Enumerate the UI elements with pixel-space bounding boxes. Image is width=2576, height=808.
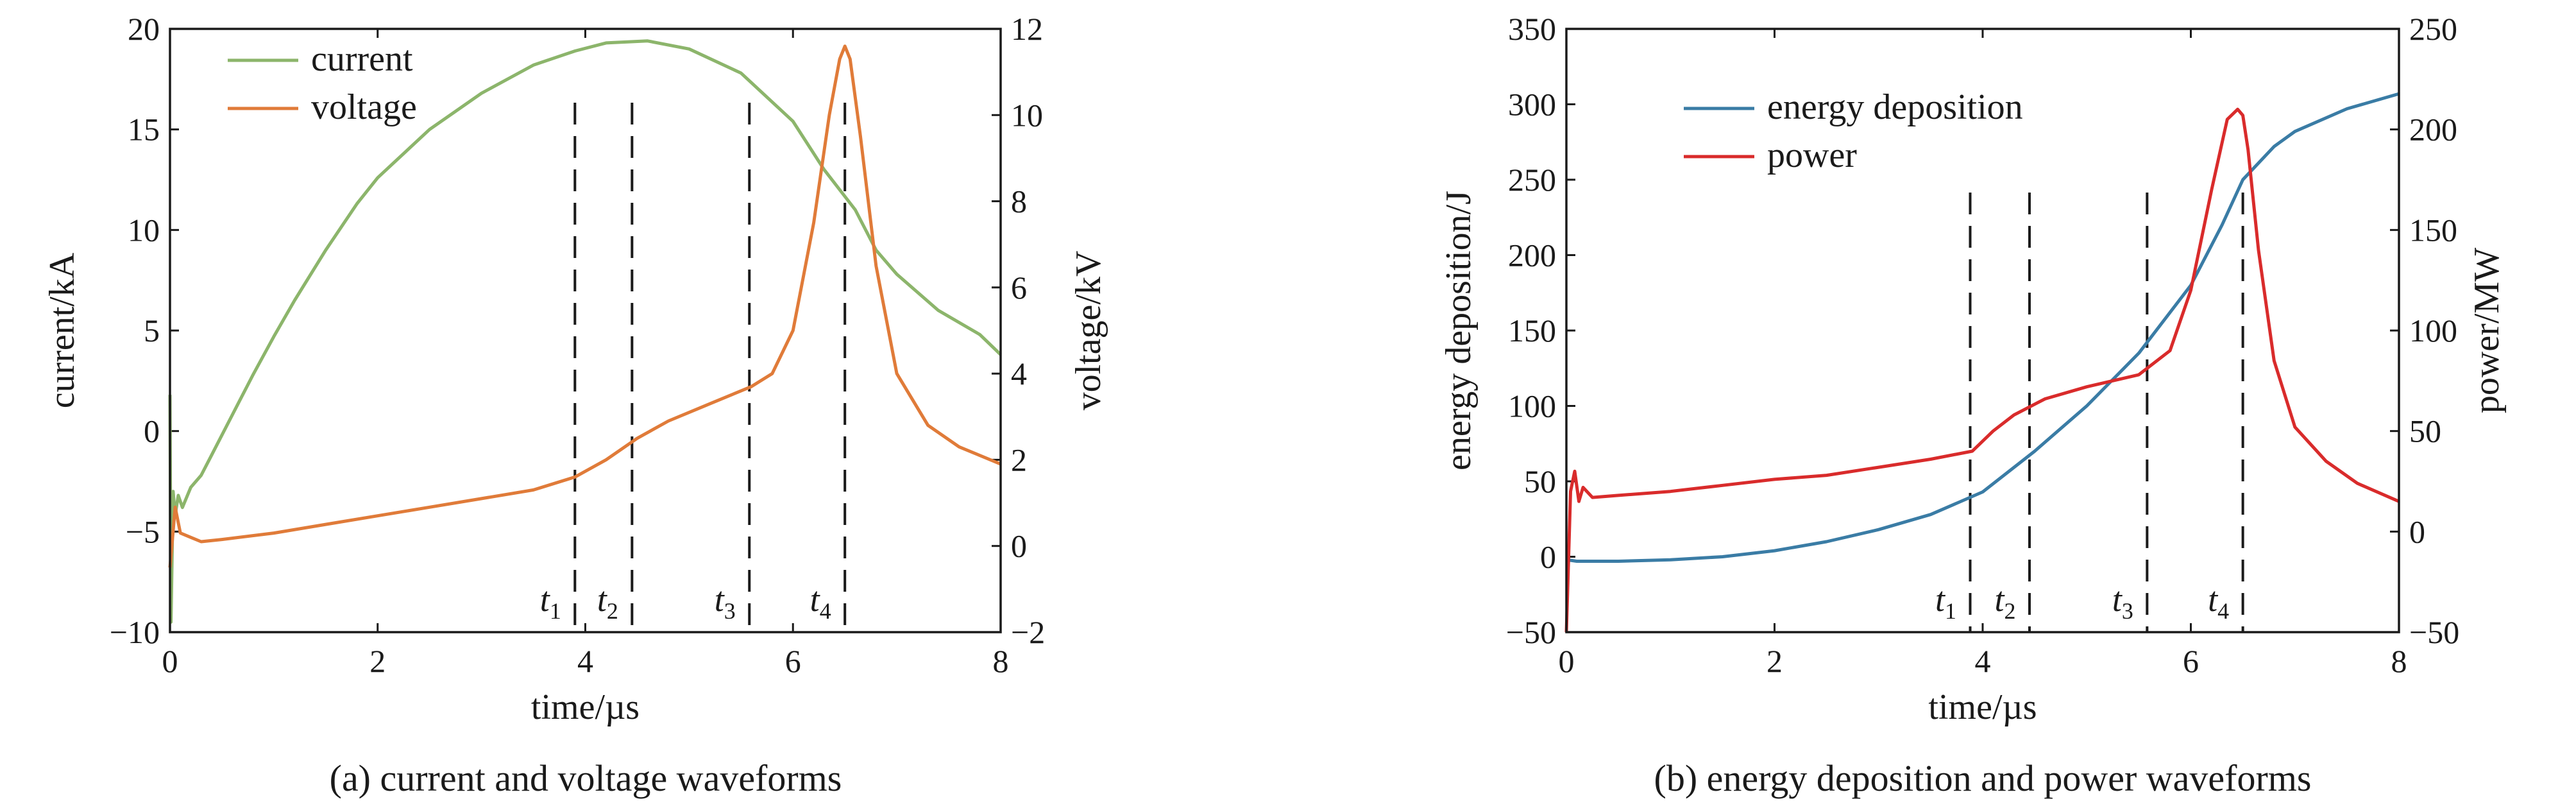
- y2-tick-label: 250: [2409, 11, 2457, 47]
- y-tick-label: 15: [128, 112, 160, 148]
- y-axis-label: energy deposition/J: [1439, 191, 1479, 470]
- y2-tick-label: 12: [1011, 11, 1043, 47]
- panel-caption: (a) current and voltage waveforms: [330, 757, 842, 799]
- x-tick-label: 2: [1767, 643, 1783, 679]
- y-tick-label: 200: [1508, 237, 1556, 273]
- y2-axis-label: voltage/kV: [1069, 251, 1108, 411]
- time-marker-subscript: 4: [2217, 598, 2229, 624]
- time-marker-letter: t: [715, 580, 725, 619]
- y2-axis-label: power/MW: [2467, 248, 2507, 413]
- y-tick-label: −5: [126, 513, 160, 549]
- time-marker-subscript: 4: [820, 598, 831, 624]
- y2-tick-label: 0: [1011, 528, 1027, 564]
- legend-label: voltage: [311, 87, 417, 127]
- y2-tick-label: 200: [2409, 112, 2457, 148]
- series-line-power: [1564, 107, 2400, 633]
- y-tick-label: 0: [144, 413, 160, 449]
- time-marker-label: t2: [1995, 580, 2016, 624]
- x-axis-label: time/µs: [1928, 687, 2037, 727]
- y-tick-label: 250: [1508, 162, 1556, 198]
- time-marker-label: t3: [715, 580, 736, 624]
- time-marker-label: t1: [540, 580, 561, 624]
- y-tick-label: 0: [1540, 539, 1556, 575]
- y2-tick-label: −2: [1011, 614, 1045, 650]
- time-marker-letter: t: [1935, 580, 1946, 619]
- x-tick-label: 4: [1975, 643, 1991, 679]
- time-marker-letter: t: [1995, 580, 2006, 619]
- plot-frame: [169, 28, 1002, 633]
- time-marker-label: t1: [1935, 580, 1956, 624]
- x-tick-label: 6: [2183, 643, 2199, 679]
- time-marker-subscript: 3: [724, 598, 736, 624]
- plot-frame: [1565, 28, 2400, 633]
- time-marker-letter: t: [540, 580, 551, 619]
- y2-tick-label: −50: [2409, 614, 2459, 650]
- y2-tick-label: 150: [2409, 212, 2457, 248]
- y-tick-label: −50: [1506, 614, 1556, 650]
- y-tick-label: 150: [1508, 313, 1556, 348]
- x-tick-label: 2: [369, 643, 386, 679]
- panel-caption: (b) energy deposition and power waveform…: [1654, 757, 2312, 799]
- y2-tick-label: 10: [1011, 97, 1043, 133]
- x-axis-label: time/µs: [531, 687, 640, 727]
- time-marker-subscript: 1: [1945, 598, 1956, 624]
- x-tick-label: 8: [993, 643, 1009, 679]
- time-marker-subscript: 3: [2122, 598, 2133, 624]
- y-tick-label: −10: [110, 614, 160, 650]
- legend-label: energy deposition: [1767, 87, 2023, 127]
- time-marker-subscript: 2: [2004, 598, 2016, 624]
- legend-label: current: [311, 39, 413, 79]
- x-tick-label: 0: [1559, 643, 1575, 679]
- time-marker-label: t4: [810, 580, 831, 624]
- y-tick-label: 300: [1508, 87, 1556, 123]
- panel-b: 0 2 4 6 8−50050100150200250300350−5005010015…: [1439, 11, 2507, 799]
- time-marker-label: t3: [2112, 580, 2133, 624]
- time-marker-label: t4: [2208, 580, 2229, 624]
- y2-tick-label: 0: [2409, 513, 2425, 549]
- y-tick-label: 50: [1524, 463, 1556, 499]
- y-tick-label: 5: [144, 313, 160, 348]
- panel-a: 0 2 4 6 8−10−505101520−2024681012time/µscurr…: [42, 11, 1108, 799]
- y2-tick-label: 50: [2409, 413, 2441, 449]
- series-line-energy-deposition: [1566, 92, 2400, 563]
- x-tick-label: 4: [577, 643, 593, 679]
- x-tick-label: 0: [162, 643, 178, 679]
- y-tick-label: 20: [128, 11, 160, 47]
- time-marker-letter: t: [597, 580, 608, 619]
- time-marker-letter: t: [2112, 580, 2123, 619]
- y2-tick-label: 8: [1011, 184, 1027, 219]
- y-tick-label: 350: [1508, 11, 1556, 47]
- legend-label: power: [1767, 135, 1857, 175]
- x-tick-label: 8: [2391, 643, 2407, 679]
- series-line-current: [168, 39, 1002, 624]
- y-tick-label: 10: [128, 212, 160, 248]
- y-axis-label: current/kA: [42, 252, 82, 408]
- time-marker-label: t2: [597, 580, 618, 624]
- time-marker-letter: t: [810, 580, 821, 619]
- time-marker-subscript: 1: [550, 598, 561, 624]
- x-tick-label: 6: [785, 643, 801, 679]
- y2-tick-label: 2: [1011, 442, 1027, 477]
- y-tick-label: 100: [1508, 388, 1556, 424]
- time-marker-letter: t: [2208, 580, 2219, 619]
- y2-tick-label: 6: [1011, 270, 1027, 305]
- y2-tick-label: 4: [1011, 356, 1027, 391]
- time-marker-subscript: 2: [607, 598, 618, 624]
- y2-tick-label: 100: [2409, 313, 2457, 348]
- series-line-voltage: [168, 44, 1001, 568]
